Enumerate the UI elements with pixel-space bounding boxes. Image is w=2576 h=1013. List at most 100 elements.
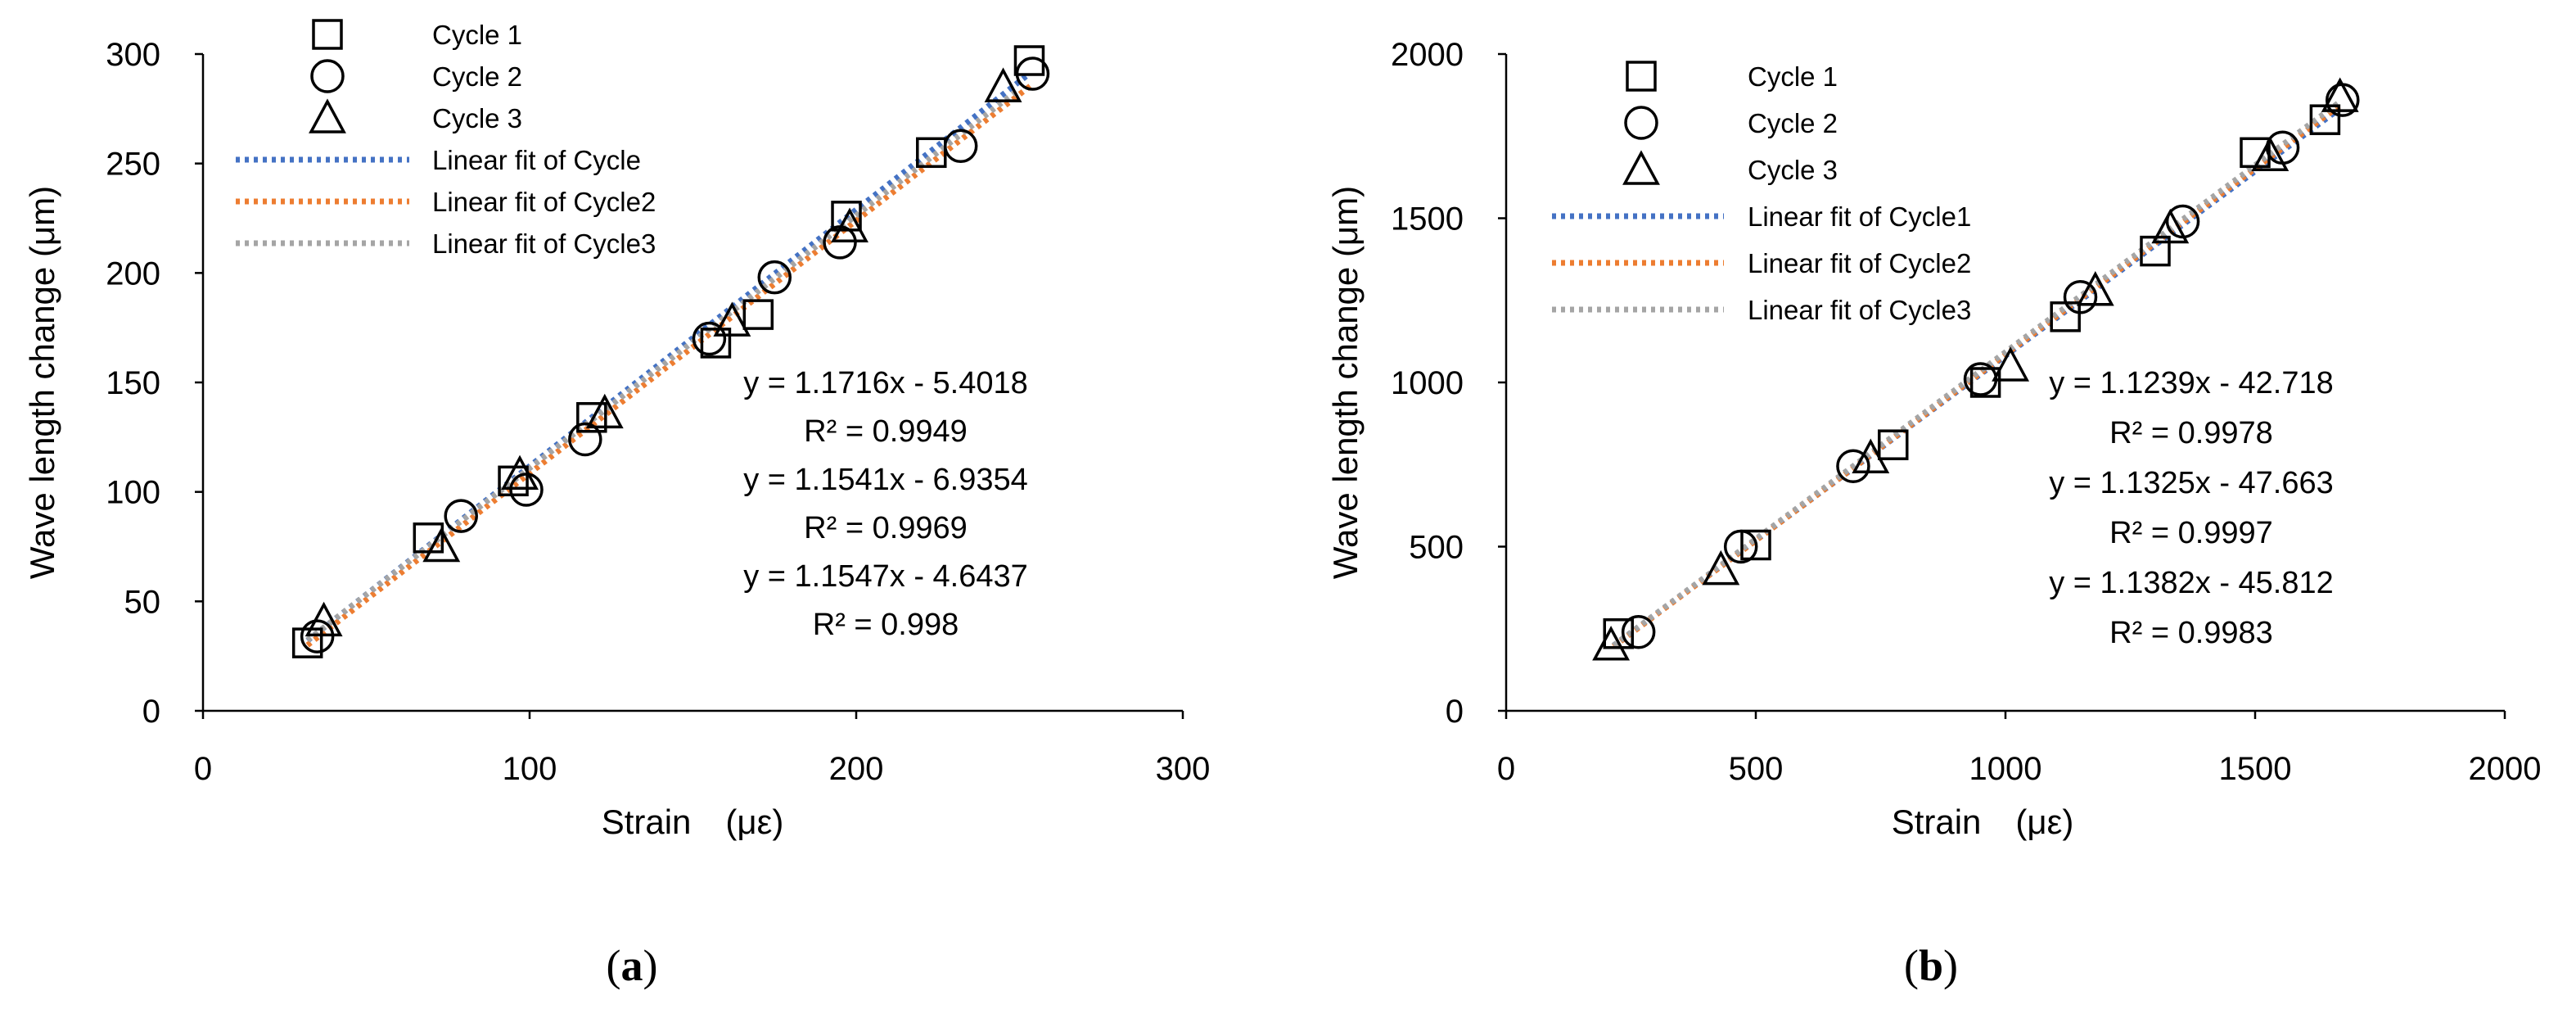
legend-marker bbox=[1626, 61, 1657, 92]
fit-equations: y = 1.1239x - 42.718 R² = 0.9978 y = 1.132… bbox=[2049, 366, 2334, 650]
legend-item-cycle-3: Cycle 3 bbox=[1622, 150, 1838, 185]
data-point bbox=[305, 601, 343, 637]
data-point bbox=[2151, 208, 2190, 244]
legend-item-cycle-1: Cycle 1 bbox=[1626, 61, 1838, 92]
y-tick-label: 50 bbox=[124, 584, 161, 620]
data-point bbox=[585, 393, 624, 429]
legend-label: Linear fit of Cycle3 bbox=[432, 228, 656, 259]
caption-paren-close: ) bbox=[643, 941, 658, 990]
legend-marker bbox=[1622, 150, 1660, 185]
data-point bbox=[700, 328, 732, 359]
data-point bbox=[1969, 367, 2001, 398]
data-point bbox=[1702, 549, 1740, 586]
data-point bbox=[2265, 130, 2300, 165]
x-axis-label: Strain (με) bbox=[1892, 803, 2074, 841]
x-tick-label: 200 bbox=[829, 751, 884, 787]
legend-marker bbox=[1624, 106, 1658, 140]
data-point bbox=[291, 627, 323, 658]
legend-item-fit-1: Linear fit of Cycle1 bbox=[1552, 201, 1971, 232]
data-point bbox=[498, 465, 529, 497]
legend-label: Cycle 1 bbox=[1748, 61, 1838, 92]
data-point bbox=[1015, 57, 1050, 91]
legend-marker bbox=[312, 19, 343, 50]
legend: Cycle 1 Cycle 2 Cycle 3 Linear fit of Cycle… bbox=[1552, 61, 1971, 325]
data-point bbox=[713, 301, 751, 337]
fit-r-squared: R² = 0.9978 bbox=[2109, 416, 2273, 450]
legend-label: Cycle 3 bbox=[1748, 155, 1838, 185]
x-axis-label: Strain (με) bbox=[602, 803, 784, 841]
y-tick-label: 2000 bbox=[1391, 37, 1464, 73]
caption-paren-open: ( bbox=[607, 941, 621, 990]
y-tick-label: 200 bbox=[106, 256, 160, 292]
legend-marker bbox=[310, 59, 345, 93]
chart-b: 0 500 1000 1500 2000 0 500 1000 1500 2000 Wave len… bbox=[1326, 37, 2541, 990]
fit-equation: y = 1.1547x - 4.6437 bbox=[743, 559, 1028, 594]
data-point bbox=[831, 201, 862, 232]
fit-equation: y = 1.1541x - 6.9354 bbox=[743, 463, 1028, 497]
legend-label: Linear fit of Cycle bbox=[432, 145, 641, 175]
data-point bbox=[576, 402, 607, 433]
data-point bbox=[2251, 136, 2290, 172]
y-tick-label: 500 bbox=[1409, 530, 1464, 566]
x-tick-label: 1000 bbox=[1969, 751, 2042, 787]
y-tick-label: 250 bbox=[106, 147, 160, 183]
y-axis-label: Wave length change (μm) bbox=[23, 186, 61, 579]
data-point bbox=[742, 299, 774, 330]
legend-label: Cycle 2 bbox=[432, 61, 522, 92]
x-tick-label: 300 bbox=[1156, 751, 1211, 787]
x-tick-label: 0 bbox=[194, 751, 212, 787]
data-point bbox=[831, 207, 868, 242]
data-point bbox=[1992, 346, 2030, 382]
fit-equation: y = 1.1716x - 5.4018 bbox=[743, 366, 1028, 400]
legend-label: Linear fit of Cycle2 bbox=[432, 187, 656, 217]
caption-paren-open: ( bbox=[1904, 941, 1919, 990]
data-point bbox=[568, 422, 602, 457]
legend-item-cycle-3: Cycle 3 bbox=[309, 98, 522, 133]
fit-equations: y = 1.1716x - 5.4018 R² = 0.9949 y = 1.154… bbox=[743, 366, 1028, 642]
data-point bbox=[1836, 449, 1870, 484]
panel-caption: (b) bbox=[1904, 941, 1958, 990]
legend-item-fit-2: Linear fit of Cycle2 bbox=[236, 187, 656, 217]
y-tick-label: 1500 bbox=[1391, 201, 1464, 237]
data-point bbox=[1621, 615, 1656, 649]
series-cycle-3 bbox=[1592, 77, 2359, 661]
y-tick-label: 150 bbox=[106, 365, 160, 401]
fit-r-squared: R² = 0.9949 bbox=[804, 414, 968, 449]
x-tick-label: 2000 bbox=[2469, 751, 2542, 787]
y-tick-label: 0 bbox=[142, 694, 160, 730]
series-cycle-2 bbox=[300, 57, 1050, 653]
x-tick-label: 0 bbox=[1497, 751, 1515, 787]
legend-item-cycle-2: Cycle 2 bbox=[310, 59, 522, 93]
legend-item-cycle-2: Cycle 2 bbox=[1624, 106, 1838, 140]
legend-label: Cycle 1 bbox=[432, 20, 522, 50]
legend-item-fit-1: Linear fit of Cycle bbox=[236, 145, 641, 175]
fit-r-squared: R² = 0.998 bbox=[813, 608, 959, 642]
legend-marker bbox=[309, 98, 346, 133]
legend-item-fit-3: Linear fit of Cycle3 bbox=[236, 228, 656, 259]
series-cycle-1 bbox=[1603, 104, 2341, 649]
data-point bbox=[757, 260, 792, 295]
data-point bbox=[1740, 529, 1771, 561]
data-point bbox=[1852, 438, 1890, 473]
fit-equation: y = 1.1382x - 45.812 bbox=[2049, 566, 2334, 600]
y-tick-label: 1000 bbox=[1391, 365, 1464, 401]
caption-letter: b bbox=[1919, 941, 1943, 990]
legend-label: Linear fit of Cycle2 bbox=[1748, 248, 1971, 278]
data-point bbox=[2076, 271, 2114, 306]
data-point bbox=[943, 129, 978, 164]
fit-equation: y = 1.1325x - 47.663 bbox=[2049, 466, 2334, 500]
caption-paren-close: ) bbox=[1943, 941, 1958, 990]
legend-label: Cycle 3 bbox=[432, 103, 522, 133]
legend-label: Linear fit of Cycle1 bbox=[1748, 201, 1971, 232]
x-tick-label: 500 bbox=[1729, 751, 1784, 787]
data-point bbox=[1603, 618, 1634, 649]
fit-line-3 bbox=[305, 86, 1022, 643]
legend-label: Cycle 2 bbox=[1748, 108, 1838, 138]
fit-equation: y = 1.1239x - 42.718 bbox=[2049, 366, 2334, 400]
chart-a: 0 50 100 150 200 250 300 0 100 200 300 Wave length … bbox=[23, 19, 1211, 990]
caption-letter: a bbox=[621, 941, 643, 990]
legend-item-fit-3: Linear fit of Cycle3 bbox=[1552, 295, 1971, 325]
data-point bbox=[1878, 429, 1909, 460]
data-point bbox=[2063, 279, 2098, 314]
